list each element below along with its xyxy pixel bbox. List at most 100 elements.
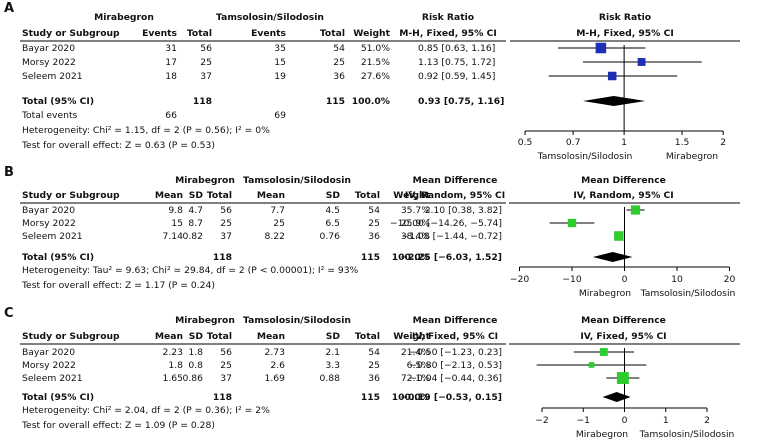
- plot-effect-method: IV, Random, 95% CI: [573, 190, 673, 201]
- study-value: 54: [368, 205, 380, 216]
- plot-effect-title: Mean Difference: [581, 315, 666, 326]
- plot-effect-title: Mean Difference: [581, 175, 666, 186]
- study-value: 0.76: [320, 231, 341, 242]
- total-n1: 118: [213, 392, 232, 403]
- plot-effect-method: IV, Fixed, 95% CI: [580, 331, 666, 342]
- study-value: 36: [368, 231, 380, 242]
- column-header: Study or Subgroup: [22, 331, 120, 342]
- study-value: 19: [274, 71, 286, 82]
- column-header: Total: [207, 331, 232, 342]
- column-header: Mean: [155, 190, 183, 201]
- pooled-diamond: [602, 392, 631, 402]
- x-tick-label: 0: [622, 274, 628, 285]
- total-ci: −2.25 [−6.03, 1.52]: [400, 252, 502, 263]
- x-tick-label: 1.5: [675, 137, 690, 148]
- study-value: 7.7: [270, 205, 285, 216]
- study-value: 4.5: [325, 205, 340, 216]
- study-name: Morsy 2022: [22, 360, 76, 371]
- study-weight: 6.5%: [407, 360, 431, 371]
- column-header: Events: [142, 28, 177, 39]
- x-tick-label: −2: [535, 415, 549, 426]
- x-tick-label: 0.7: [566, 137, 581, 148]
- study-value: 15: [171, 218, 183, 229]
- group-label-control: Tamsolosin/Silodosin: [243, 315, 351, 326]
- study-marker: [595, 42, 607, 54]
- study-marker: [630, 205, 641, 215]
- study-value: 0.88: [320, 373, 341, 384]
- total-n2: 115: [326, 96, 345, 107]
- effect-title: Mean Difference: [413, 175, 498, 186]
- study-marker: [614, 231, 624, 241]
- study-value: 37: [220, 231, 232, 242]
- column-header: Mean: [155, 331, 183, 342]
- study-value: 1.8: [188, 347, 203, 358]
- study-value: 1.65: [163, 373, 184, 384]
- study-value: 2.1: [325, 347, 340, 358]
- effect-title: Risk Ratio: [422, 12, 474, 23]
- panel-label: B: [4, 165, 14, 180]
- study-marker: [567, 218, 577, 228]
- study-name: Bayar 2020: [22, 347, 75, 358]
- group-label-control: Tamsolosin/Silodosin: [243, 175, 351, 186]
- study-value: 25: [200, 57, 212, 68]
- study-value: 25: [220, 360, 232, 371]
- study-marker: [637, 58, 646, 66]
- study-value: 4.7: [188, 205, 203, 216]
- study-value: 15: [274, 57, 286, 68]
- study-value: 25: [273, 218, 285, 229]
- study-value: 54: [368, 347, 380, 358]
- study-weight: 72.1%: [401, 373, 430, 384]
- total-events-1: 66: [165, 110, 177, 121]
- heterogeneity-text: Heterogeneity: Chi² = 2.04, df = 2 (P = …: [22, 405, 270, 416]
- study-weight: 21.5%: [361, 57, 390, 68]
- study-value: 56: [220, 347, 232, 358]
- study-ci: −1.08 [−1.44, −0.72]: [402, 231, 502, 242]
- study-value: 1.69: [265, 373, 286, 384]
- study-value: 56: [200, 43, 212, 54]
- effect-method: IV, Fixed, 95% CI: [412, 331, 498, 342]
- study-ci: 0.92 [0.59, 1.45]: [418, 71, 495, 82]
- study-value: 2.73: [265, 347, 286, 358]
- column-header: Events: [251, 28, 286, 39]
- study-ci: 2.10 [0.38, 3.82]: [425, 205, 502, 216]
- x-tick-label: 10: [671, 274, 683, 285]
- study-value: 1.8: [168, 360, 183, 371]
- x-tick-label: 1: [663, 415, 669, 426]
- study-value: 18: [165, 71, 177, 82]
- column-header: Total: [355, 331, 380, 342]
- study-value: 7.14: [163, 231, 184, 242]
- favours-right-label: Tamsolosin/Silodosin: [639, 429, 735, 440]
- study-name: Bayar 2020: [22, 43, 75, 54]
- study-value: 8.22: [265, 231, 285, 242]
- study-value: 25: [368, 218, 380, 229]
- study-value: 35: [274, 43, 286, 54]
- column-header: SD: [326, 190, 341, 201]
- study-ci: −10.00 [−14.26, −5.74]: [390, 218, 502, 229]
- study-value: 25: [333, 57, 345, 68]
- study-name: Seleem 2021: [22, 231, 83, 242]
- study-value: 25: [368, 360, 380, 371]
- column-header: Weight: [353, 28, 390, 39]
- study-value: 17: [165, 57, 177, 68]
- overall-effect-text: Test for overall effect: Z = 1.09 (P = 0…: [21, 420, 215, 431]
- total-label: Total (95% CI): [22, 252, 94, 263]
- column-header: Weight: [393, 190, 430, 201]
- study-value: 37: [220, 373, 232, 384]
- column-header: Weight: [393, 331, 430, 342]
- column-header: Total: [207, 190, 232, 201]
- study-name: Morsy 2022: [22, 218, 76, 229]
- favours-right-label: Tamsolosin/Silodosin: [640, 288, 736, 299]
- column-header: Study or Subgroup: [22, 190, 120, 201]
- study-value: 0.86: [183, 373, 204, 384]
- study-ci: 1.13 [0.75, 1.72]: [418, 57, 495, 68]
- study-value: 0.8: [188, 360, 203, 371]
- x-tick-label: 2: [720, 137, 726, 148]
- study-weight: 25.9%: [401, 218, 430, 229]
- total-n2: 115: [361, 252, 380, 263]
- study-value: 6.5: [325, 218, 340, 229]
- study-ci: −0.04 [−0.44, 0.36]: [409, 373, 502, 384]
- plot-effect-method: M-H, Fixed, 95% CI: [576, 28, 674, 39]
- group-label-experimental: Mirabegron: [175, 175, 235, 186]
- x-tick-label: 1: [621, 137, 627, 148]
